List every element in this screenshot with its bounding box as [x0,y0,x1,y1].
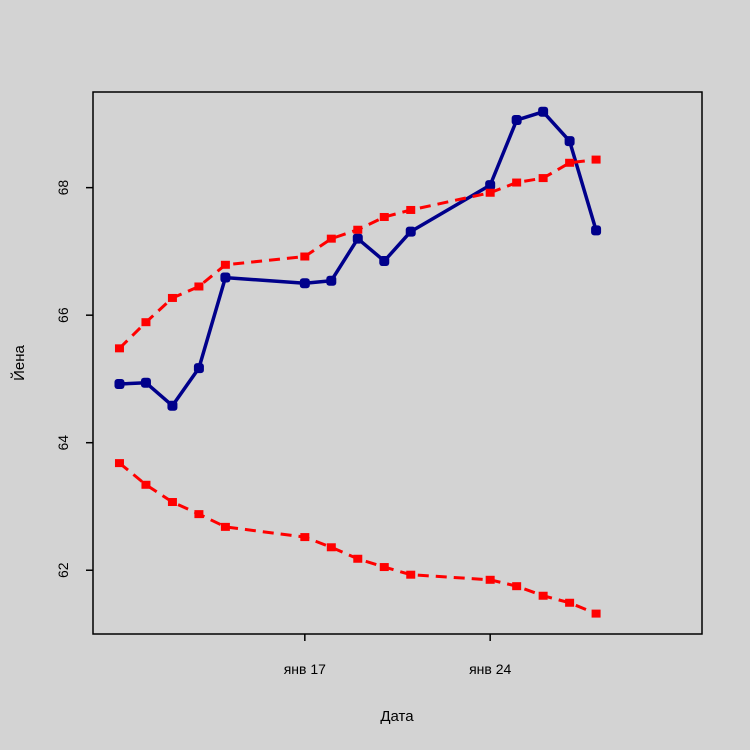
x-axis-title: Дата [380,708,414,725]
x-axis: янв 17 янв 24 [284,634,511,677]
series-2-point [379,212,389,221]
series-3-point [512,582,522,591]
series-3-point [194,510,204,519]
series-1-point [485,180,496,191]
series-2-point [220,260,230,269]
series-1-point [379,255,390,266]
series-2-point [167,293,177,302]
series-2-point [538,174,548,183]
series-3-point [114,459,124,468]
series-2-point [406,205,416,214]
series-3-point [141,480,151,489]
x-tick-label: янв 17 [284,661,326,677]
series-2-point [591,155,601,164]
series-1-point [193,363,204,374]
series-1-point [114,379,125,390]
series-1-point [299,278,310,289]
series-2-point [353,225,363,234]
series-3-point [565,598,575,607]
series-3-point [326,543,336,552]
series-3-point [406,570,416,579]
series-1-point [511,115,522,126]
y-tick-label: 66 [55,307,71,323]
series-2-point [512,178,522,187]
series-3-point [538,591,548,600]
series-2-point [141,318,151,327]
y-tick-label: 64 [55,435,71,451]
series-2-point [485,188,495,197]
series-1-point [220,272,231,283]
series-1-point [538,106,549,117]
series-2-point [194,282,204,291]
series-2-point [300,252,310,261]
series-2-point [565,158,575,167]
series-1-line [119,110,598,408]
series-2-point [326,234,336,243]
series-3-line [118,461,597,615]
y-tick-label: 62 [55,562,71,578]
series-1-point [167,400,178,411]
series-1-point [352,233,363,244]
series-3-point [485,575,495,584]
series-3-point [220,522,230,531]
series-1-point [140,377,151,388]
y-axis-title: Йена [10,344,28,380]
series-1-point [326,275,337,286]
y-tick-label: 68 [55,180,71,196]
series-3-point [379,563,389,572]
x-tick-label: янв 24 [469,661,511,677]
series-layer [114,106,602,618]
series-1-point [405,226,416,237]
series-3-point [167,498,177,507]
series-2-point [114,344,124,353]
series-3-point [591,609,601,618]
series-3-point [353,554,363,563]
series-3-point [300,533,310,542]
y-axis: 62 64 66 68 [55,180,93,578]
series-2-line [118,158,597,350]
plot-frame [92,91,703,635]
series-1-point [564,136,575,147]
series-1-point [591,225,602,236]
